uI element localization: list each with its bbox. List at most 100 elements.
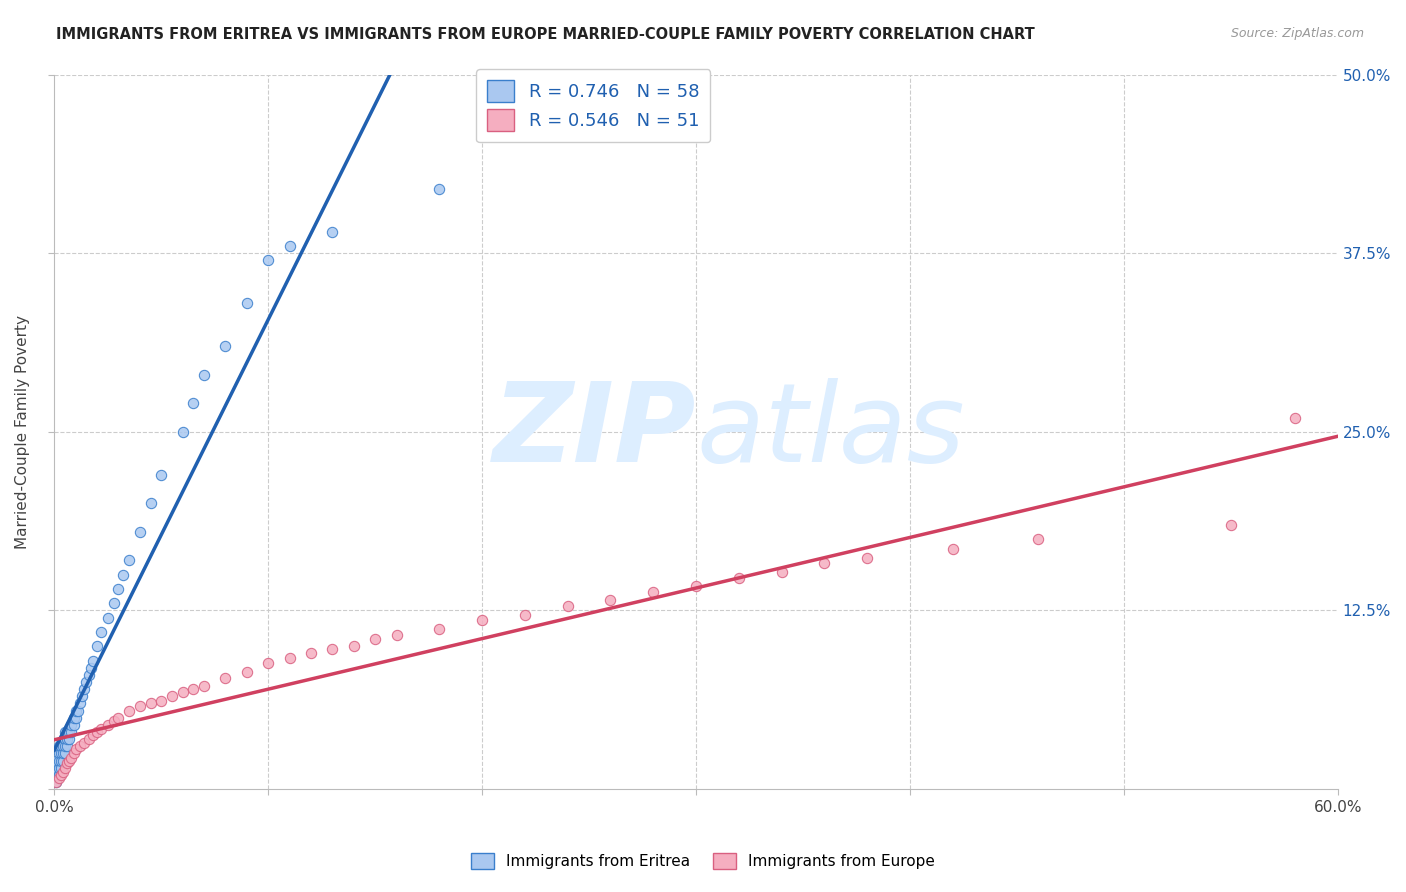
Point <box>103 714 125 728</box>
Point <box>52 747 75 761</box>
Point <box>77 732 100 747</box>
Point <box>58 725 80 739</box>
Point <box>53 761 76 775</box>
Point <box>48 747 70 761</box>
Text: ZIP: ZIP <box>492 378 696 485</box>
Point <box>52 739 75 754</box>
Point <box>1219 517 1241 532</box>
Point <box>770 565 793 579</box>
Point <box>257 253 280 268</box>
Point <box>97 610 120 624</box>
Point <box>52 764 75 779</box>
Point <box>385 628 408 642</box>
Point <box>183 396 205 410</box>
Point <box>45 754 67 768</box>
Point <box>160 690 183 704</box>
Point <box>60 718 83 732</box>
Point <box>45 761 67 775</box>
Point <box>643 585 665 599</box>
Point <box>66 704 89 718</box>
Point <box>53 725 76 739</box>
Point <box>49 761 72 775</box>
Point <box>236 296 259 310</box>
Point <box>118 704 141 718</box>
Point <box>70 690 93 704</box>
Point <box>193 368 215 382</box>
Y-axis label: Married-Couple Family Poverty: Married-Couple Family Poverty <box>15 315 30 549</box>
Point <box>45 775 67 789</box>
Text: Source: ZipAtlas.com: Source: ZipAtlas.com <box>1230 27 1364 40</box>
Point <box>364 632 387 646</box>
Point <box>942 542 965 557</box>
Point <box>62 747 84 761</box>
Point <box>299 646 322 660</box>
Point <box>97 718 120 732</box>
Point <box>1026 532 1049 546</box>
Point <box>856 550 879 565</box>
Point <box>49 739 72 754</box>
Point <box>79 660 101 674</box>
Point <box>513 607 536 622</box>
Point <box>56 732 79 747</box>
Point <box>150 693 173 707</box>
Point <box>82 728 104 742</box>
Point <box>427 182 450 196</box>
Point <box>62 718 84 732</box>
Point <box>599 593 621 607</box>
Point <box>471 614 494 628</box>
Point <box>60 750 83 764</box>
Point <box>48 768 70 782</box>
Legend: R = 0.746   N = 58, R = 0.546   N = 51: R = 0.746 N = 58, R = 0.546 N = 51 <box>477 70 710 142</box>
Point <box>214 671 236 685</box>
Point <box>111 567 134 582</box>
Point <box>62 711 84 725</box>
Point <box>56 756 79 771</box>
Point <box>58 754 80 768</box>
Point <box>172 425 194 439</box>
Point <box>53 739 76 754</box>
Point <box>69 697 91 711</box>
Point <box>65 704 87 718</box>
Point <box>278 650 301 665</box>
Point <box>49 754 72 768</box>
Point <box>321 225 343 239</box>
Point <box>69 739 91 754</box>
Point <box>48 739 70 754</box>
Point <box>48 771 70 785</box>
Point <box>49 768 72 782</box>
Point <box>343 639 366 653</box>
Point <box>103 596 125 610</box>
Point <box>107 711 129 725</box>
Text: IMMIGRANTS FROM ERITREA VS IMMIGRANTS FROM EUROPE MARRIED-COUPLE FAMILY POVERTY : IMMIGRANTS FROM ERITREA VS IMMIGRANTS FR… <box>56 27 1035 42</box>
Point <box>82 653 104 667</box>
Point <box>86 639 108 653</box>
Point <box>128 699 150 714</box>
Legend: Immigrants from Eritrea, Immigrants from Europe: Immigrants from Eritrea, Immigrants from… <box>465 847 941 875</box>
Point <box>557 599 579 614</box>
Point <box>65 711 87 725</box>
Point <box>58 732 80 747</box>
Point <box>52 754 75 768</box>
Point <box>427 622 450 636</box>
Point <box>685 579 707 593</box>
Point <box>56 725 79 739</box>
Point <box>48 761 70 775</box>
Point <box>128 524 150 539</box>
Point <box>813 557 835 571</box>
Point <box>214 339 236 353</box>
Point <box>183 682 205 697</box>
Point <box>45 768 67 782</box>
Point <box>139 697 162 711</box>
Point <box>107 582 129 596</box>
Point <box>150 467 173 482</box>
Point <box>77 668 100 682</box>
Point <box>90 624 112 639</box>
Point <box>60 725 83 739</box>
Point <box>49 747 72 761</box>
Text: atlas: atlas <box>696 378 965 485</box>
Point <box>45 775 67 789</box>
Point <box>90 722 112 736</box>
Point <box>321 642 343 657</box>
Point <box>53 747 76 761</box>
Point <box>86 725 108 739</box>
